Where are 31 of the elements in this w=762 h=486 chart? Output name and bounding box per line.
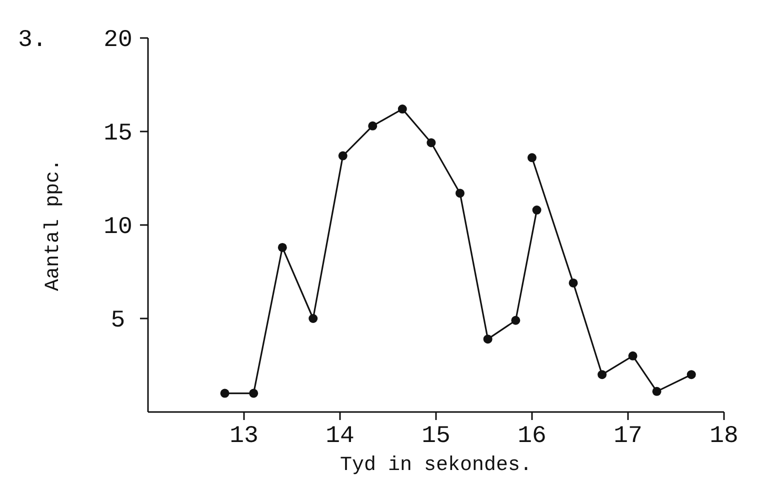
point bbox=[368, 121, 378, 130]
point bbox=[528, 153, 536, 162]
x-tick-label: 14 bbox=[326, 423, 354, 450]
point bbox=[568, 278, 578, 288]
y-tick-label: 10 bbox=[104, 214, 132, 241]
y-axis-title: Aantal ppc. bbox=[42, 158, 65, 292]
point bbox=[532, 206, 542, 215]
point bbox=[220, 388, 230, 398]
point bbox=[249, 388, 258, 398]
y-tick-label: 20 bbox=[104, 27, 132, 54]
y-tick-label: 5 bbox=[110, 308, 126, 334]
x-tick-label: 18 bbox=[710, 423, 738, 450]
chart-title: 3. bbox=[18, 27, 47, 54]
x-axis-title: Tyd in sekondes. bbox=[340, 454, 532, 477]
x-tick-label: 15 bbox=[422, 423, 450, 450]
point bbox=[686, 370, 696, 380]
point bbox=[652, 386, 662, 396]
x-tick-label: 16 bbox=[518, 423, 546, 450]
x-tick-label: 13 bbox=[230, 423, 258, 450]
point bbox=[308, 314, 318, 323]
point bbox=[483, 334, 492, 344]
point bbox=[398, 104, 407, 114]
point bbox=[598, 370, 607, 380]
point bbox=[628, 351, 638, 360]
point bbox=[456, 188, 464, 198]
point bbox=[426, 138, 436, 148]
y-tick-label: 15 bbox=[104, 120, 132, 148]
point bbox=[338, 151, 348, 160]
point bbox=[511, 316, 520, 325]
x-tick-label: 17 bbox=[614, 423, 642, 450]
point bbox=[278, 242, 287, 252]
